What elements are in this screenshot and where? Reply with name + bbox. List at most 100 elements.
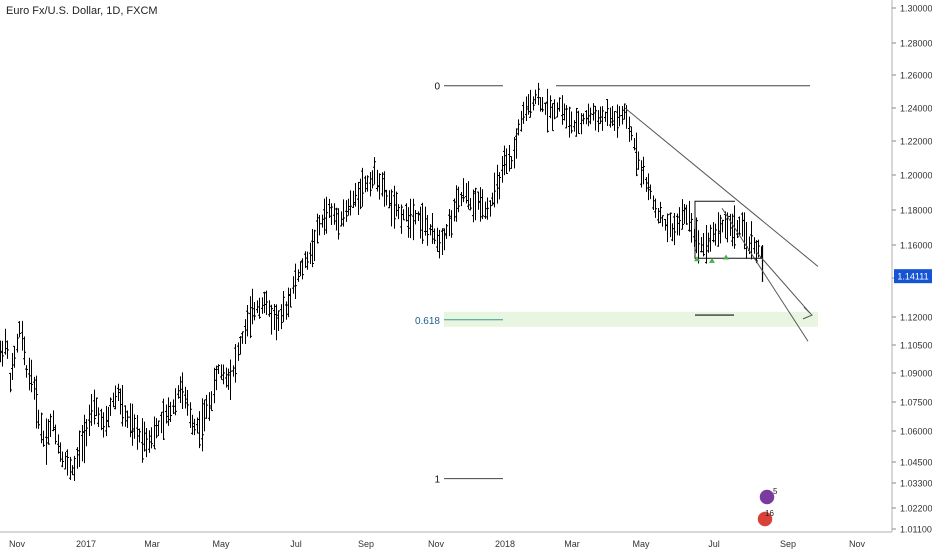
price-bar xyxy=(59,442,62,462)
price-bar xyxy=(287,287,290,318)
price-bar xyxy=(645,177,648,192)
price-bar xyxy=(227,368,230,390)
price-bar xyxy=(388,190,391,209)
price-bar xyxy=(153,416,156,450)
price-bar xyxy=(11,353,14,380)
price-bar xyxy=(222,364,225,385)
time-tick-label: May xyxy=(632,539,650,549)
price-bar xyxy=(609,107,612,128)
price-bar xyxy=(193,418,196,436)
price-bar xyxy=(469,198,472,211)
price-bar xyxy=(349,190,352,216)
price-bar xyxy=(335,207,338,231)
price-bar xyxy=(47,419,50,445)
price-bar xyxy=(522,101,525,124)
price-bar xyxy=(681,199,684,230)
price-bar xyxy=(601,106,604,131)
price-bar xyxy=(731,213,734,247)
price-bar xyxy=(429,224,432,236)
price-bar xyxy=(491,192,494,206)
price-bar xyxy=(196,417,199,434)
price-bar xyxy=(426,214,429,246)
price-bar xyxy=(71,465,74,476)
price-bar xyxy=(741,212,744,237)
price-bar xyxy=(273,303,276,331)
price-bar xyxy=(640,160,643,188)
event-icon-1[interactable] xyxy=(758,488,776,506)
price-bar xyxy=(81,424,84,462)
price-bar xyxy=(345,200,348,222)
time-tick-label: Sep xyxy=(780,539,796,549)
price-bar xyxy=(316,213,319,244)
price-bar xyxy=(297,269,300,282)
price-bar xyxy=(275,304,278,341)
price-tick-label: 1.07500 xyxy=(900,398,932,408)
price-bar xyxy=(381,172,384,197)
price-bar xyxy=(633,137,636,151)
price-bar xyxy=(532,96,535,111)
price-bar xyxy=(474,187,477,221)
price-bar xyxy=(597,110,600,133)
price-bar xyxy=(299,261,302,277)
price-bar xyxy=(282,291,285,323)
price-bar xyxy=(724,211,727,239)
price-bar xyxy=(323,198,326,235)
price-bar xyxy=(102,412,105,438)
price-bar xyxy=(184,386,187,409)
event-icon-2[interactable] xyxy=(756,510,774,528)
price-bar xyxy=(544,102,547,115)
price-bar xyxy=(37,409,40,429)
price-bar xyxy=(28,357,31,391)
price-bar xyxy=(85,418,88,447)
price-bar xyxy=(421,202,424,244)
price-bar xyxy=(169,401,172,422)
price-bar xyxy=(549,95,552,119)
price-bar xyxy=(414,209,417,225)
price-bar xyxy=(265,290,268,315)
price-bar xyxy=(657,208,660,224)
price-bar xyxy=(453,198,456,222)
price-bar xyxy=(13,345,16,368)
price-bar xyxy=(700,237,703,253)
price-bar xyxy=(618,106,621,127)
price-bar xyxy=(441,228,444,255)
price-bar xyxy=(340,211,343,227)
price-bar xyxy=(707,232,710,253)
price-bar xyxy=(217,364,220,375)
price-bar xyxy=(541,96,544,113)
price-bar xyxy=(587,103,590,127)
price-bar xyxy=(198,411,201,449)
price-bar xyxy=(143,421,146,452)
price-tick-label: 1.02200 xyxy=(900,504,932,514)
price-bar xyxy=(721,219,724,233)
price-bar xyxy=(119,388,122,415)
price-bar xyxy=(52,410,55,432)
price-bar xyxy=(594,105,597,131)
time-tick-label: Nov xyxy=(849,539,866,549)
time-tick-label: Jul xyxy=(708,539,720,549)
price-bar xyxy=(553,99,556,120)
current-price-tag xyxy=(894,269,932,284)
price-bar xyxy=(313,229,316,262)
chart-title: Euro Fx/U.S. Dollar, 1D, FXCM xyxy=(6,5,158,17)
time-tick-label: Nov xyxy=(9,539,26,549)
price-bar xyxy=(258,297,261,319)
price-bar xyxy=(395,191,398,217)
price-bar xyxy=(57,434,60,454)
price-bar xyxy=(189,402,192,428)
price-tick-label: 1.24000 xyxy=(900,104,932,114)
price-bar xyxy=(585,110,588,125)
price-bar xyxy=(35,375,38,429)
price-bar xyxy=(100,408,103,431)
price-bar xyxy=(73,455,76,482)
price-bar xyxy=(503,145,506,176)
price-bar xyxy=(241,331,244,344)
price-bar xyxy=(306,251,309,270)
price-bar xyxy=(148,430,151,453)
price-bar xyxy=(489,200,492,217)
price-bar xyxy=(510,155,513,169)
time-tick-label: Jul xyxy=(290,539,302,549)
time-tick-label: 2017 xyxy=(76,539,96,549)
price-bar xyxy=(520,110,523,132)
